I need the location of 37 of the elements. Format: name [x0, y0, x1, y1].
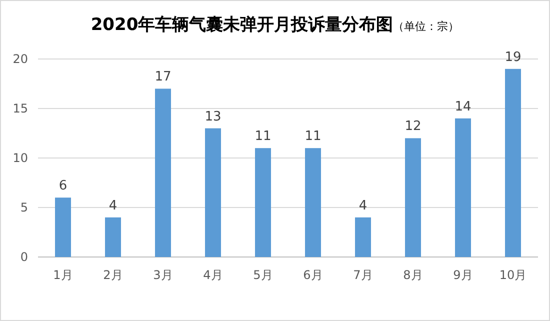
x-tick-label: 6月 — [303, 268, 323, 282]
data-label: 14 — [454, 99, 472, 114]
data-label: 13 — [204, 109, 222, 124]
x-tick-label: 8月 — [403, 268, 423, 282]
bar — [455, 118, 471, 257]
bar — [305, 148, 321, 257]
x-tick-label: 1月 — [53, 268, 73, 282]
x-tick-label: 10月 — [499, 268, 527, 282]
bar — [255, 148, 271, 257]
data-label: 12 — [404, 119, 422, 134]
data-label: 19 — [504, 50, 522, 65]
bar — [205, 128, 221, 257]
y-tick-label: 5 — [20, 200, 28, 214]
bar — [405, 138, 421, 257]
y-tick-label: 20 — [12, 52, 28, 66]
data-label: 4 — [108, 198, 118, 214]
y-tick-label: 10 — [12, 151, 28, 165]
bar — [105, 217, 121, 257]
data-label: 6 — [58, 178, 68, 194]
x-tick-label: 3月 — [153, 268, 173, 282]
data-label: 17 — [154, 70, 172, 85]
chart-title: 2020年车辆气囊未弹开月投诉量分布图 — [90, 15, 394, 35]
data-label: 11 — [254, 129, 272, 144]
bar — [55, 198, 71, 257]
data-label: 11 — [304, 129, 322, 144]
x-tick-label: 9月 — [453, 268, 473, 282]
chart-subtitle: （单位：宗） — [393, 20, 460, 33]
x-tick-label: 2月 — [103, 268, 123, 282]
y-tick-label: 0 — [20, 250, 28, 264]
bar — [505, 68, 521, 257]
bar — [355, 217, 371, 257]
bar — [155, 88, 171, 257]
x-tick-label: 4月 — [203, 268, 223, 282]
data-label: 4 — [358, 198, 368, 214]
y-tick-label: 15 — [12, 102, 28, 116]
x-tick-label: 5月 — [253, 268, 273, 282]
x-tick-label: 7月 — [353, 268, 373, 282]
